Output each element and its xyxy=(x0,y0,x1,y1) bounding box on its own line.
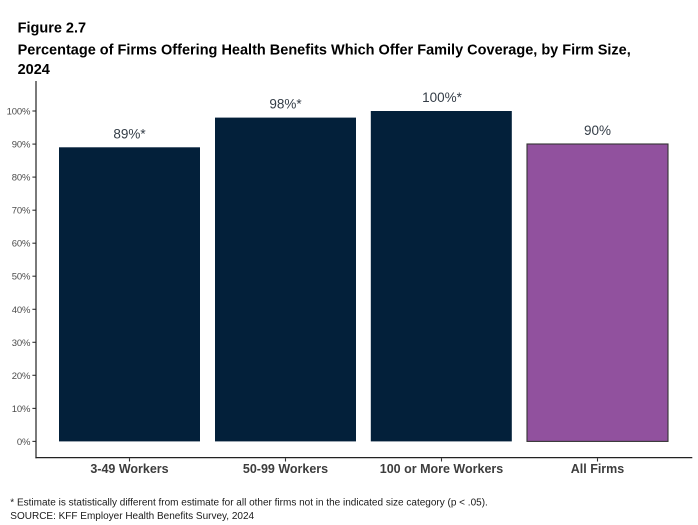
svg-text:100 or More Workers: 100 or More Workers xyxy=(380,462,503,476)
svg-text:100%*: 100%* xyxy=(422,90,463,105)
svg-text:SOURCE: KFF Employer Health Be: SOURCE: KFF Employer Health Benefits Sur… xyxy=(10,511,254,522)
svg-text:80%: 80% xyxy=(12,173,31,184)
svg-text:98%*: 98%* xyxy=(269,97,302,112)
svg-text:3-49 Workers: 3-49 Workers xyxy=(90,462,168,476)
svg-text:30%: 30% xyxy=(12,338,31,349)
svg-text:2024: 2024 xyxy=(18,62,50,78)
svg-text:50%: 50% xyxy=(12,272,31,283)
svg-text:* Estimate is statistically di: * Estimate is statistically different fr… xyxy=(10,498,488,509)
svg-text:10%: 10% xyxy=(12,404,31,415)
svg-text:Percentage of Firms Offering H: Percentage of Firms Offering Health Bene… xyxy=(18,43,631,59)
svg-text:20%: 20% xyxy=(12,371,31,382)
svg-text:70%: 70% xyxy=(12,206,31,217)
svg-text:Figure 2.7: Figure 2.7 xyxy=(18,21,87,37)
svg-text:100%: 100% xyxy=(7,107,31,118)
svg-text:89%*: 89%* xyxy=(113,126,146,141)
svg-text:40%: 40% xyxy=(12,305,31,316)
svg-text:90%: 90% xyxy=(12,140,31,151)
svg-text:0%: 0% xyxy=(17,437,31,448)
svg-text:90%: 90% xyxy=(584,123,611,138)
svg-text:60%: 60% xyxy=(12,239,31,250)
svg-text:All Firms: All Firms xyxy=(571,462,625,476)
svg-text:50-99 Workers: 50-99 Workers xyxy=(243,462,328,476)
